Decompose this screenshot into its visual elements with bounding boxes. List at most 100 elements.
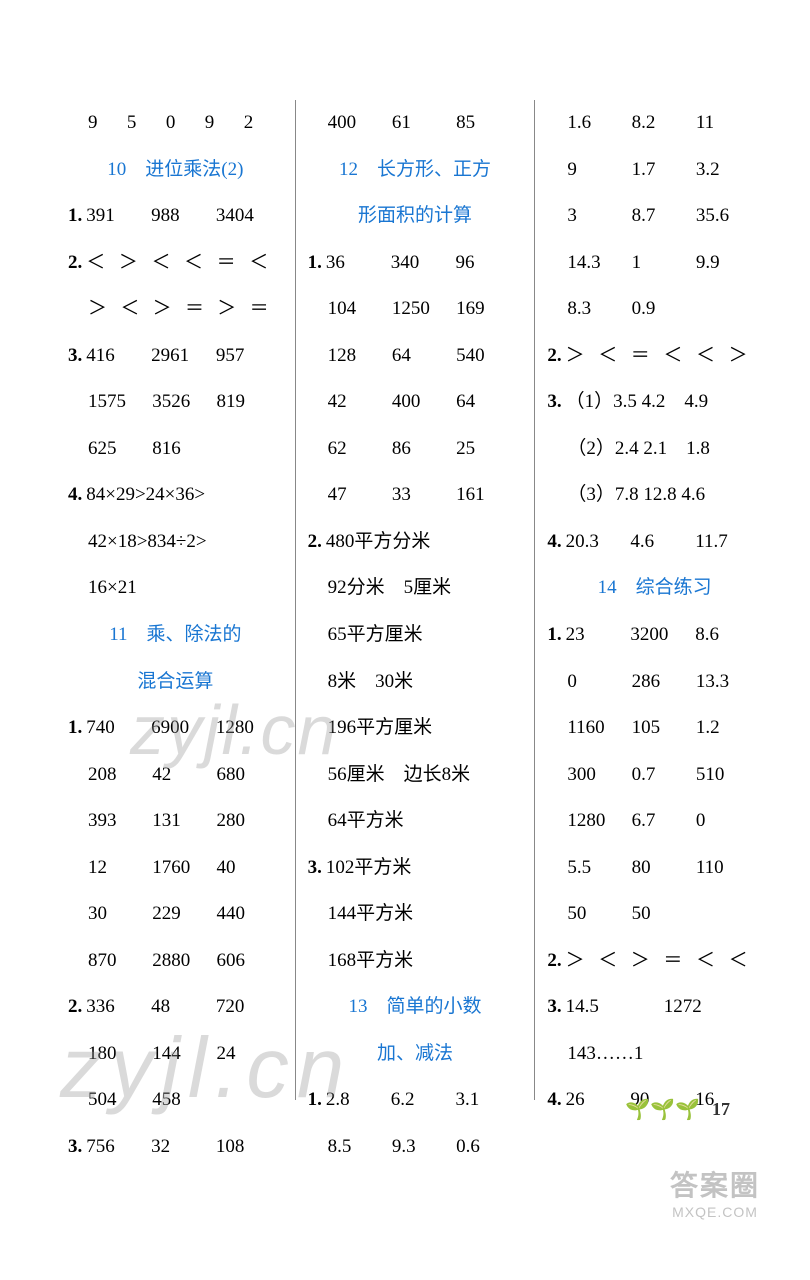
q4-cont: 42×18>834÷2>	[68, 519, 283, 566]
column-2: 400 61 85 12 长方形、正方 形面积的计算 1. 36 340 96 …	[300, 100, 531, 1100]
s12q2-cont: 64平方米	[308, 798, 523, 845]
value: 26	[566, 1077, 631, 1124]
value: ＞	[217, 286, 249, 333]
value: 11	[696, 100, 760, 147]
value: 33	[392, 472, 456, 519]
value: 13.3	[696, 659, 760, 706]
value: 229	[152, 891, 216, 938]
section-13-title-b: 加、减法	[308, 1031, 523, 1078]
continuation-row: 91.73.2	[547, 147, 762, 194]
value: 36	[326, 240, 391, 287]
value: 1.2	[696, 705, 760, 752]
q3-row: 3. 416 2961 957	[68, 333, 283, 380]
value: 3404	[216, 193, 281, 240]
s12q2-cont: 65平方厘米	[308, 612, 523, 659]
value: 0	[567, 659, 631, 706]
q4-row: 4. 84×29>24×36>	[68, 472, 283, 519]
value: 8.7	[632, 193, 696, 240]
value: 128	[328, 333, 392, 380]
value: ＞	[566, 333, 599, 380]
s12q2-cont: 56厘米 边长8米	[308, 752, 523, 799]
s12q1: 1. 36 340 96	[308, 240, 523, 287]
value: 393	[88, 798, 152, 845]
s11q1: 1. 740 6900 1280	[68, 705, 283, 752]
value: 14.5	[566, 984, 664, 1031]
s14q1-cont: 11601051.2	[547, 705, 762, 752]
value: ＜	[184, 240, 217, 287]
value: 0.7	[632, 752, 696, 799]
value: 0	[166, 100, 205, 147]
value: ＜	[696, 333, 729, 380]
value: 286	[632, 659, 696, 706]
value: 23	[566, 612, 631, 659]
value: 9	[205, 100, 244, 147]
value: 104	[328, 286, 392, 333]
corner-logo: 答案圈 MXQE.COM	[670, 1164, 760, 1220]
value: 61	[392, 100, 456, 147]
c3q2: 2. ＞ ＜ ＝ ＜ ＜ ＞	[547, 333, 762, 380]
value: 12	[88, 845, 152, 892]
section-12-title-a: 12 长方形、正方	[308, 147, 523, 194]
s14q1-cont: 5050	[547, 891, 762, 938]
question-number: 2.	[68, 240, 82, 287]
s12q2: 2. 480平方分米	[308, 519, 523, 566]
continuation-row: 38.735.6	[547, 193, 762, 240]
s12q1-cont: 4733161	[308, 472, 523, 519]
value: 85	[456, 100, 520, 147]
value: 816	[152, 426, 216, 473]
value: 280	[216, 798, 280, 845]
value: ＞	[119, 240, 152, 287]
value: 0.6	[456, 1124, 520, 1171]
question-number: 2.	[547, 938, 561, 985]
value: ＞	[153, 286, 185, 333]
s11q1-cont: 8702880606	[68, 938, 283, 985]
question-number: 4.	[547, 1077, 561, 1124]
value: 5.5	[567, 845, 631, 892]
value: 11.7	[695, 519, 760, 566]
value: ＝	[631, 333, 664, 380]
s14q3: 3. 14.5 1272	[547, 984, 762, 1031]
page-container: 9 5 0 9 2 10 进位乘法(2) 1. 391 988 3404 2. …	[0, 0, 810, 1160]
value: 0	[696, 798, 760, 845]
value: 606	[216, 938, 280, 985]
value: 42	[152, 752, 216, 799]
value: 32	[151, 1124, 216, 1171]
s12q3-cont: 144平方米	[308, 891, 523, 938]
value: 8.5	[328, 1124, 392, 1171]
section-11-title-b: 混合运算	[68, 659, 283, 706]
column-divider	[534, 100, 535, 1100]
value: 80	[632, 845, 696, 892]
value: ＜	[86, 240, 119, 287]
question-number: 1.	[547, 612, 561, 659]
value: 131	[152, 798, 216, 845]
q2-cont: ＞ ＜ ＞ ＝ ＞ ＝	[68, 286, 283, 333]
value: 8.3	[567, 286, 631, 333]
s14q2: 2. ＞ ＜ ＞ ＝ ＜ ＜	[547, 938, 762, 985]
section-10-title: 10 进位乘法(2)	[68, 147, 283, 194]
question-number: 1.	[68, 193, 82, 240]
value: ＜	[249, 240, 282, 287]
s12q2-cont: 8米 30米	[308, 659, 523, 706]
continuation-row: 1.68.211	[547, 100, 762, 147]
value: 340	[391, 240, 456, 287]
value: 988	[151, 193, 216, 240]
value: 2880	[152, 938, 216, 985]
s12q2-cont: 92分米 5厘米	[308, 565, 523, 612]
value: 86	[392, 426, 456, 473]
value: 2.8	[326, 1077, 391, 1124]
section-13-title-a: 13 简单的小数	[308, 984, 523, 1031]
question-number: 1.	[308, 240, 322, 287]
value: 3200	[630, 612, 695, 659]
corner-logo-url: MXQE.COM	[670, 1204, 760, 1220]
s12q1-cont: 1041250169	[308, 286, 523, 333]
value: 1160	[567, 705, 631, 752]
value: 756	[86, 1124, 151, 1171]
value: 6.2	[391, 1077, 456, 1124]
value: 40	[216, 845, 280, 892]
continuation-row: 9 5 0 9 2	[68, 100, 283, 147]
value: ＞	[88, 286, 120, 333]
value: ＜	[729, 938, 762, 985]
value: 504	[88, 1077, 152, 1124]
value: 9	[567, 147, 631, 194]
value: 8.2	[632, 100, 696, 147]
